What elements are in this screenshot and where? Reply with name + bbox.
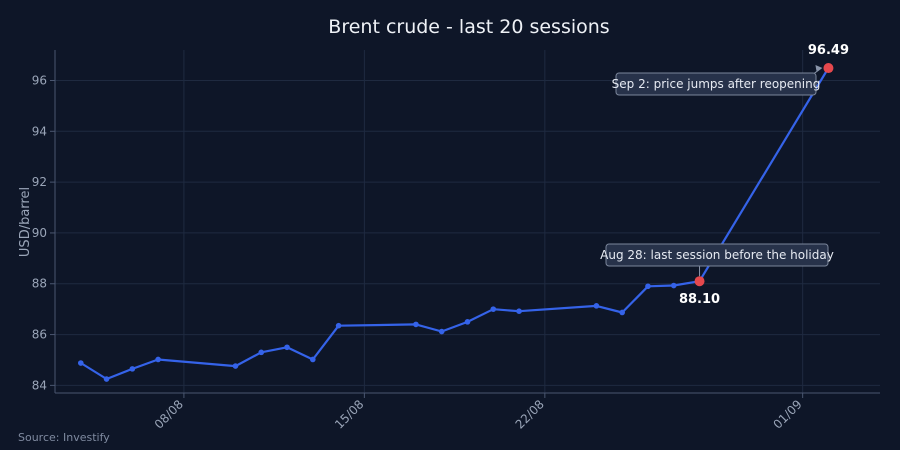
data-point	[232, 363, 239, 369]
x-tick-label: 08/08	[152, 397, 186, 431]
value-label: 88.10	[679, 292, 720, 307]
value-label: 96.49	[808, 43, 849, 58]
axes	[50, 50, 880, 398]
annotation-arrowhead	[815, 65, 823, 72]
data-point	[670, 282, 677, 289]
series-line	[80, 67, 830, 381]
y-tick-label: 84	[32, 378, 47, 392]
y-tick-label: 90	[32, 226, 47, 240]
y-tick-labels: 84 86 88 90 92 94 96	[32, 73, 47, 392]
source-note: Source: Investify	[18, 431, 110, 444]
data-point	[284, 344, 290, 351]
series	[77, 65, 832, 382]
data-point	[413, 321, 419, 328]
data-point	[619, 309, 625, 316]
data-point	[103, 376, 110, 382]
y-tick-label: 94	[32, 124, 47, 138]
data-point	[593, 303, 600, 309]
annotation-box	[615, 72, 817, 96]
data-point	[464, 319, 471, 325]
annotation-text: Aug 28: last session before the holiday	[600, 248, 834, 262]
annotation-text: Sep 2: price jumps after reopening	[612, 77, 821, 91]
data-point	[645, 283, 651, 290]
highlight-point	[823, 63, 834, 74]
y-tick-label: 92	[32, 175, 47, 189]
data-point	[516, 308, 522, 314]
data-point	[335, 322, 342, 329]
data-point	[490, 306, 497, 312]
data-point	[438, 328, 445, 335]
x-tick-label: 01/09	[770, 397, 804, 431]
data-point	[155, 356, 161, 363]
x-tick-labels: 08/08 15/08 22/08 01/09	[152, 397, 805, 431]
grid-lines	[55, 50, 880, 393]
annotations: Aug 28: last session before the holiday 8…	[600, 43, 849, 307]
chart-title: Brent crude - last 20 sessions	[328, 16, 609, 38]
data-point	[310, 356, 316, 363]
y-tick-label: 96	[32, 73, 47, 87]
y-axis-label: USD/barrel	[18, 187, 33, 257]
highlight-point	[694, 276, 705, 287]
data-point	[129, 366, 136, 372]
annotation-box	[605, 243, 829, 267]
data-point	[258, 349, 265, 356]
x-tick-label: 22/08	[513, 397, 547, 431]
data-point	[77, 360, 84, 366]
y-tick-label: 88	[32, 277, 47, 291]
x-tick-label: 15/08	[332, 397, 366, 431]
y-tick-label: 86	[32, 328, 47, 342]
